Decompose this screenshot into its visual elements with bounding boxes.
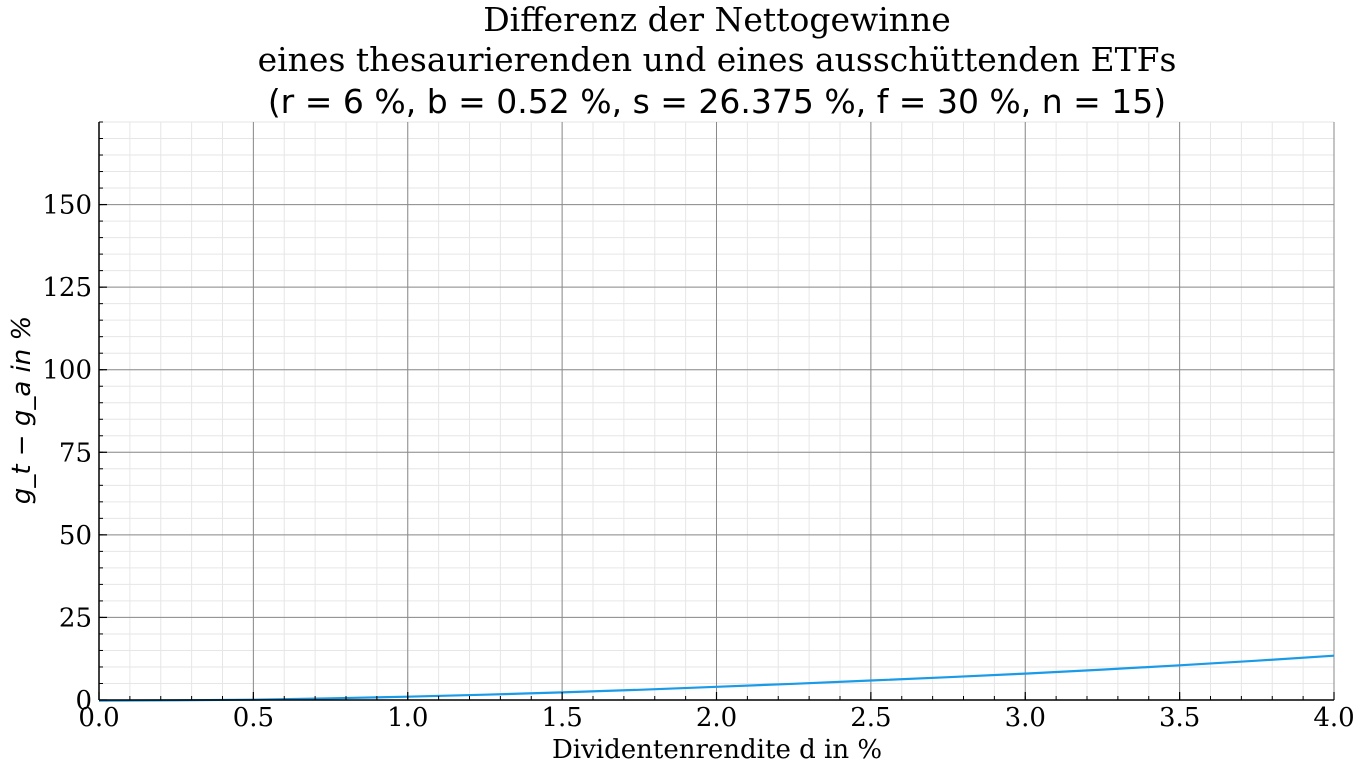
y-tick-label: 125 <box>42 273 92 303</box>
x-tick-label: 3.0 <box>1005 703 1046 733</box>
y-tick-labels: 0 25 50 75 100 125 150 <box>42 191 92 716</box>
y-axis-label: g_t − g_a in % <box>7 316 37 504</box>
y-tick-label: 75 <box>59 438 92 468</box>
y-tick-label: 100 <box>42 356 92 386</box>
x-tick-label: 4.0 <box>1313 703 1354 733</box>
chart-title-line-2: eines thesaurierenden und eines ausschüt… <box>258 40 1177 79</box>
x-tick-label: 2.0 <box>696 703 737 733</box>
axes-layer <box>98 121 1335 701</box>
x-axis-label: Dividentenrendite d in % <box>552 735 882 765</box>
x-tick-label: 1.5 <box>541 703 582 733</box>
x-tick-label: 2.5 <box>850 703 891 733</box>
x-tick-labels: 0.0 0.5 1.0 1.5 2.0 2.5 3.0 3.5 4.0 <box>78 703 1354 733</box>
x-tick-label: 0.5 <box>233 703 274 733</box>
series-layer <box>98 654 1335 702</box>
y-tick-label: 0 <box>75 686 92 716</box>
y-tick-label: 25 <box>59 603 92 633</box>
series-line-0 <box>98 654 1335 702</box>
x-tick-label: 0.0 <box>78 703 119 733</box>
chart-title-line-3: (r = 6 %, b = 0.52 %, s = 26.375 %, f = … <box>268 82 1166 121</box>
x-tick-label: 3.5 <box>1159 703 1200 733</box>
y-tick-label: 150 <box>42 191 92 221</box>
chart-title-line-1: Differenz der Nettogewinne <box>483 0 951 39</box>
major-grid <box>98 122 1335 701</box>
y-tick-label: 50 <box>59 521 92 551</box>
x-tick-label: 1.0 <box>387 703 428 733</box>
